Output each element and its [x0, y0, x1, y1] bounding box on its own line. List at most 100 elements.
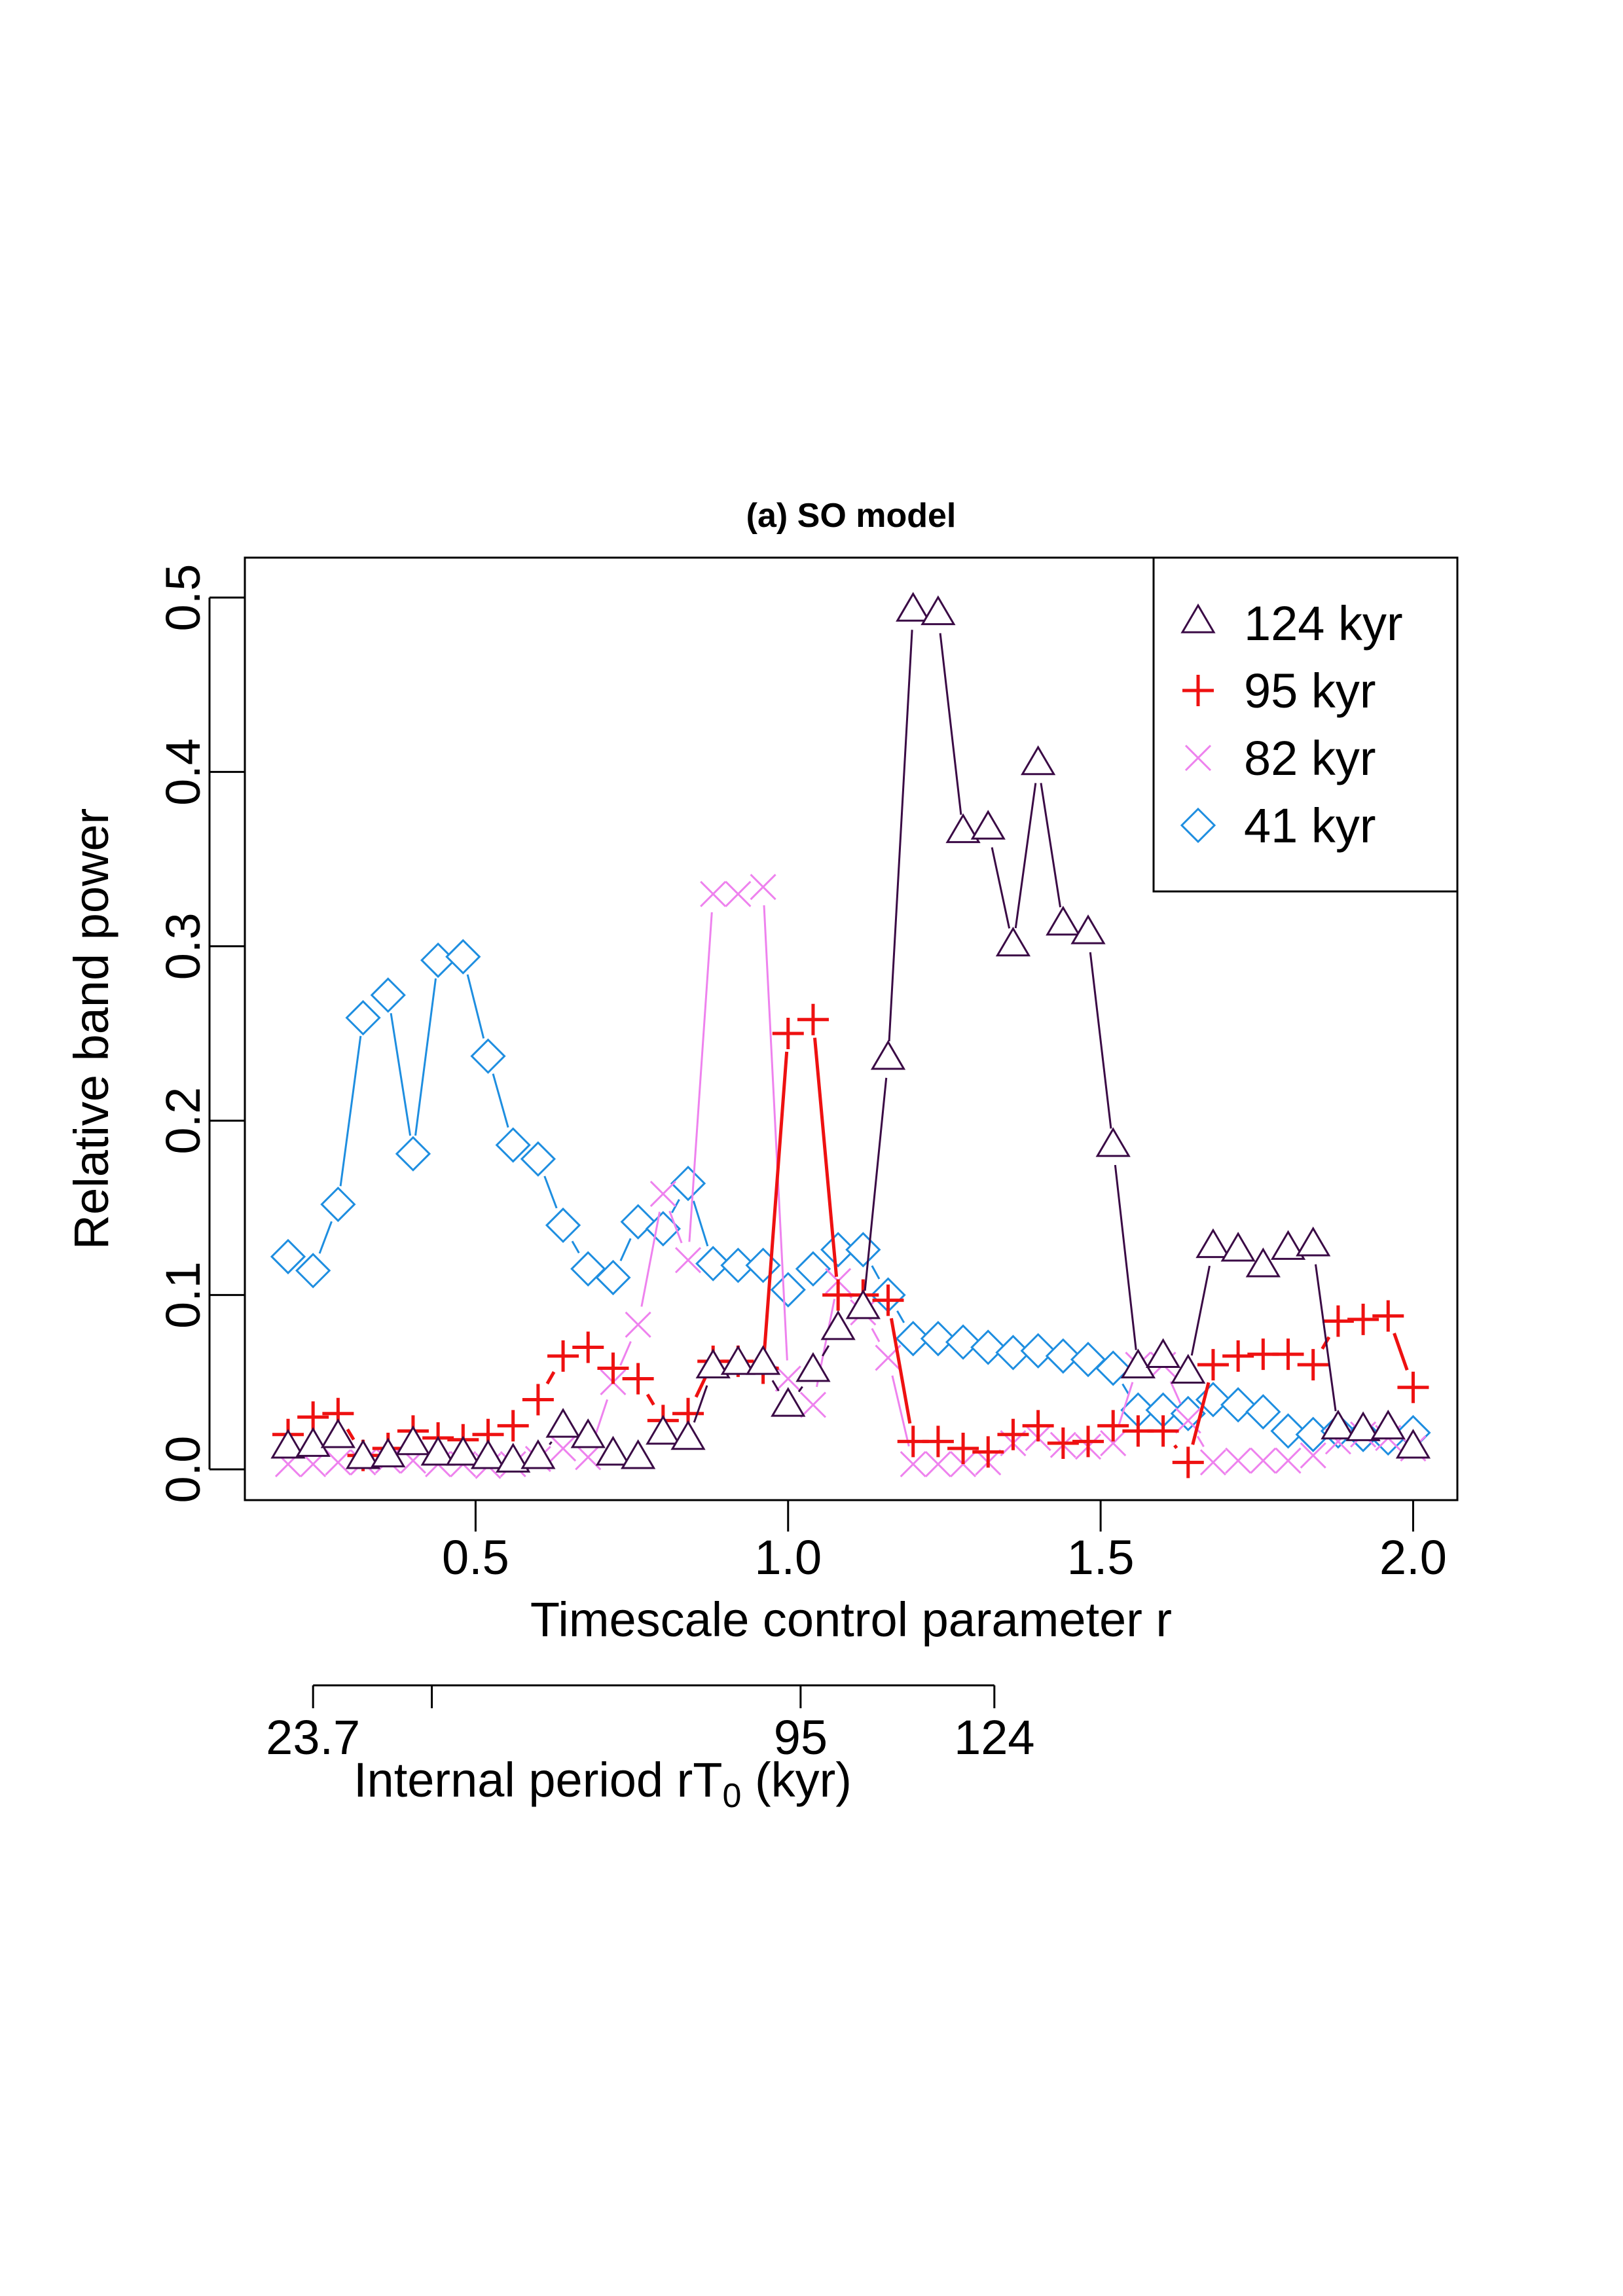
- data-point: [1195, 1228, 1231, 1259]
- series-line-segment: [771, 1380, 780, 1391]
- data-point: [1225, 1447, 1252, 1474]
- data-point: [345, 1439, 381, 1469]
- data-point: [1245, 1393, 1281, 1430]
- data-point: [1147, 1415, 1179, 1447]
- data-point: [695, 1246, 731, 1282]
- data-point: [1095, 1350, 1131, 1386]
- series-line-segment: [1089, 952, 1112, 1129]
- series-line-segment: [492, 1073, 509, 1128]
- data-point: [1199, 1449, 1227, 1476]
- data-point: [1145, 1338, 1181, 1369]
- data-point: [1395, 1429, 1431, 1459]
- data-point: [700, 880, 727, 907]
- data-point: [1021, 745, 1056, 776]
- legend-label: 124 kyr: [1244, 596, 1403, 651]
- data-point: [772, 1018, 804, 1049]
- data-point: [725, 880, 752, 907]
- data-point: [1072, 1426, 1104, 1458]
- data-point: [670, 1420, 706, 1450]
- data-point: [921, 595, 956, 626]
- data-point: [970, 1329, 1006, 1365]
- data-point: [270, 1238, 306, 1275]
- series-line-segment: [339, 1035, 362, 1187]
- data-point: [1347, 1303, 1379, 1335]
- data-point: [1222, 1340, 1254, 1372]
- data-point: [972, 1436, 1004, 1468]
- series-line-segment: [688, 912, 713, 1242]
- data-point: [1100, 1429, 1127, 1457]
- data-point: [1172, 1446, 1204, 1479]
- data-point: [1322, 1305, 1354, 1337]
- series-line-segment: [889, 1318, 912, 1424]
- data-point: [924, 1450, 951, 1478]
- series-line-segment: [318, 1221, 333, 1254]
- data-point: [1321, 1409, 1356, 1440]
- series-line-segment: [871, 1328, 881, 1342]
- legend-marker: [1182, 675, 1214, 706]
- data-point: [522, 1384, 554, 1416]
- series-line-segment: [694, 1377, 707, 1398]
- series-line-segment: [466, 974, 485, 1039]
- data-point: [572, 1331, 604, 1363]
- secondary-tick-label: 95: [774, 1710, 828, 1765]
- data-point: [771, 1387, 806, 1417]
- x-tick-label: 2.0: [1379, 1530, 1447, 1585]
- data-point: [1245, 1247, 1281, 1278]
- data-point: [1046, 905, 1081, 936]
- data-point: [720, 1345, 756, 1375]
- series-line-segment: [693, 1385, 708, 1423]
- data-point: [900, 1450, 926, 1478]
- series-line-segment: [891, 1375, 910, 1447]
- secondary-axis-label-prefix: Internal period rT: [354, 1753, 723, 1807]
- series-line-segment: [991, 847, 1011, 929]
- secondary-axis-label: Internal period rT0 (kyr): [354, 1753, 852, 1815]
- data-point: [370, 977, 406, 1013]
- data-point: [470, 1038, 506, 1074]
- secondary-axis: 23.7 95 124: [266, 1684, 1035, 1765]
- data-point: [845, 1289, 881, 1319]
- data-point: [1270, 1230, 1306, 1260]
- data-point: [646, 1414, 681, 1445]
- series-line-segment: [545, 1371, 556, 1385]
- data-point: [1297, 1349, 1329, 1381]
- series-line-segment: [692, 1200, 709, 1247]
- data-point: [922, 1426, 954, 1458]
- data-point: [1020, 1333, 1056, 1369]
- data-point: [1120, 1348, 1156, 1378]
- data-point: [795, 1352, 831, 1382]
- series-line-segment: [1196, 1435, 1205, 1448]
- data-point: [1300, 1442, 1326, 1469]
- data-point: [799, 1391, 827, 1418]
- series-41-kyr: [270, 939, 1431, 1456]
- data-point: [1022, 1410, 1054, 1442]
- series-line-segment: [414, 978, 437, 1136]
- data-point: [1045, 1338, 1081, 1374]
- series-line-segment: [1393, 1333, 1409, 1371]
- data-point: [945, 813, 981, 844]
- data-point: [1097, 1410, 1129, 1442]
- data-point: [820, 1232, 856, 1268]
- y-axis: 0.0 0.1 0.2 0.3 0.4 0.5: [156, 564, 245, 1503]
- series-line-segment: [763, 1051, 789, 1350]
- data-point: [745, 1345, 781, 1375]
- data-point: [945, 1324, 981, 1360]
- data-point: [550, 1435, 577, 1462]
- data-point: [621, 1439, 656, 1469]
- series-line-segment: [668, 1210, 683, 1244]
- data-point: [325, 1449, 352, 1476]
- series-line-segment: [390, 1013, 412, 1136]
- data-point: [1220, 1387, 1256, 1423]
- y-tick-label: 0.0: [156, 1436, 210, 1503]
- data-point: [745, 1247, 781, 1283]
- data-point: [1220, 1232, 1256, 1262]
- series-line-segment: [1118, 1382, 1134, 1426]
- data-point: [295, 1253, 331, 1289]
- data-point: [595, 1435, 631, 1466]
- data-point: [795, 1251, 831, 1287]
- data-point: [970, 810, 1006, 840]
- data-point: [1275, 1447, 1302, 1474]
- data-point: [845, 1232, 881, 1268]
- data-point: [1171, 1354, 1206, 1384]
- series-line-segment: [939, 633, 962, 815]
- series-line-segment: [549, 1441, 553, 1446]
